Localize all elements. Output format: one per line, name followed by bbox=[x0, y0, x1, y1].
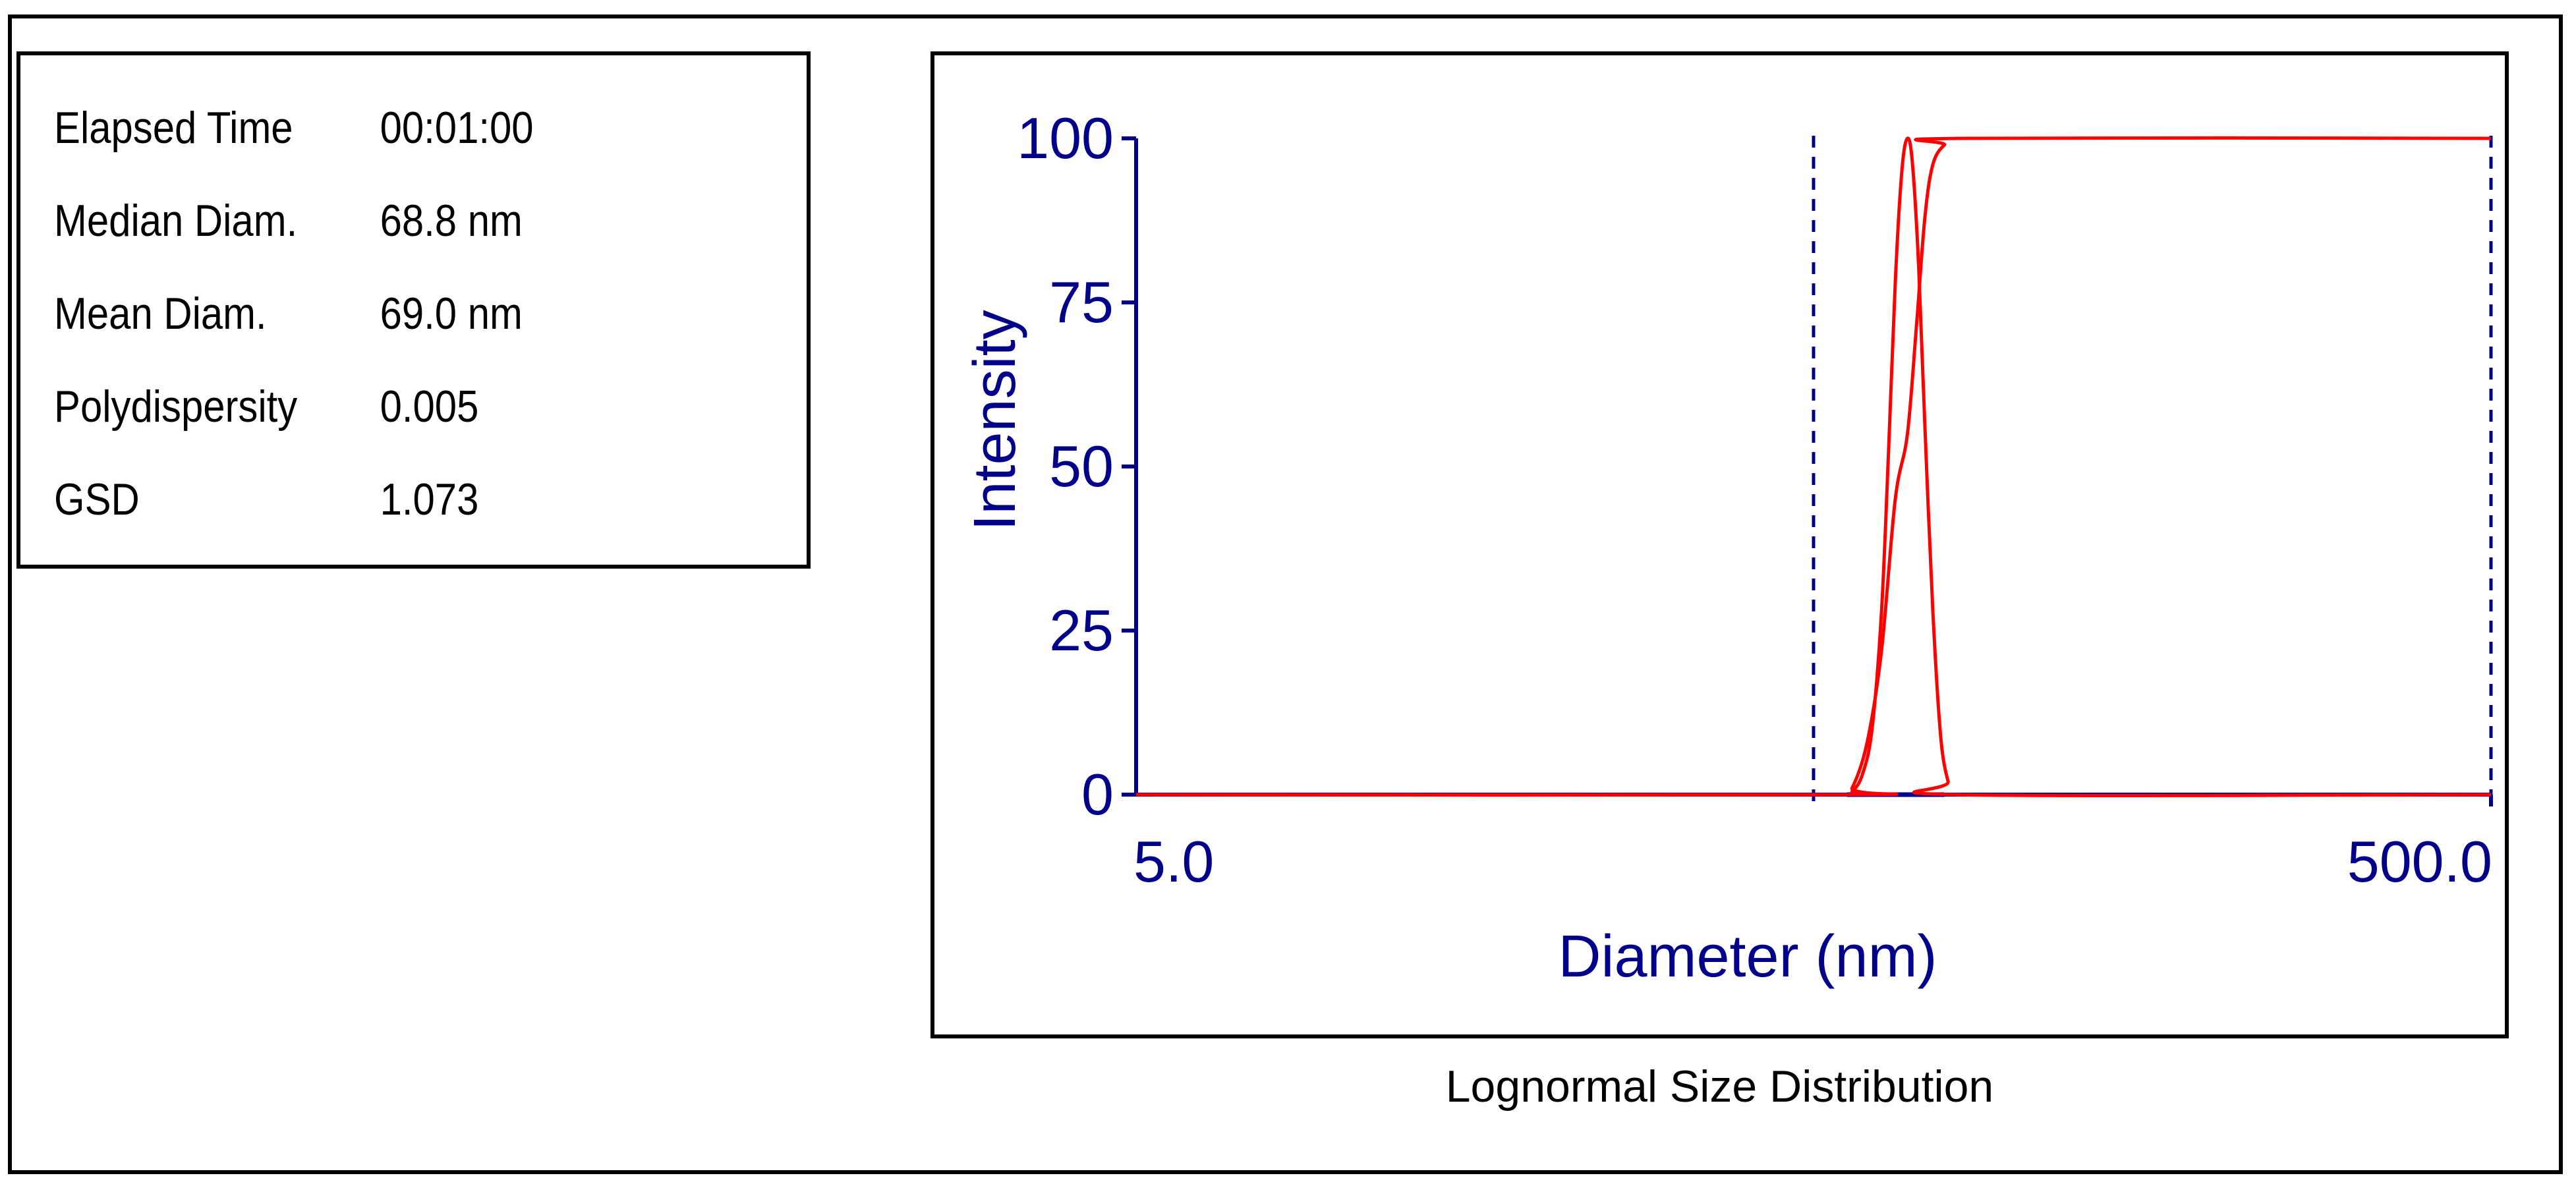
series-group bbox=[1135, 136, 2492, 797]
stats-row-median-diameter: Median Diam. 68.8 nm bbox=[20, 181, 712, 260]
stats-label: GSD bbox=[54, 474, 140, 524]
stats-value: 69.0 nm bbox=[380, 289, 523, 339]
y-tick-label: 50 bbox=[1049, 434, 1114, 499]
stats-row-elapsed-time: Elapsed Time 00:01:00 bbox=[20, 88, 712, 167]
x-axis-title: Diameter (nm) bbox=[1558, 924, 1937, 990]
y-tick-label: 0 bbox=[1081, 762, 1114, 827]
stats-value: 1.073 bbox=[380, 474, 479, 524]
y-axis-title: Intensity bbox=[962, 310, 1028, 530]
stats-label: Mean Diam. bbox=[54, 289, 267, 339]
cumulative-curve bbox=[1135, 136, 2492, 797]
stats-panel: Elapsed Time 00:01:00 Median Diam. 68.8 … bbox=[16, 51, 811, 569]
stats-row-gsd: GSD 1.073 bbox=[20, 460, 712, 539]
distribution-curve bbox=[1135, 136, 2492, 797]
chart-caption: Lognormal Size Distribution bbox=[1445, 1061, 1994, 1112]
y-ticks: 0 25 50 75 100 bbox=[1017, 105, 1136, 827]
chart-panel: 0 25 50 75 100 5.0 500.0 Diameter (nm) Intens… bbox=[930, 51, 2509, 1038]
y-tick-label: 100 bbox=[1017, 105, 1114, 171]
reference-lines bbox=[1812, 136, 2493, 808]
stats-value: 00:01:00 bbox=[380, 103, 534, 153]
x-tick-label: 500.0 bbox=[2347, 829, 2492, 894]
outer-frame bbox=[8, 14, 2563, 1174]
stats-value: 68.8 nm bbox=[380, 196, 523, 246]
size-distribution-chart: 0 25 50 75 100 5.0 500.0 Diameter (nm) Intens… bbox=[962, 105, 2493, 990]
stats-label: Elapsed Time bbox=[54, 103, 293, 153]
stats-label: Polydispersity bbox=[54, 381, 298, 432]
stats-value: 0.005 bbox=[380, 381, 479, 432]
stats-label: Median Diam. bbox=[54, 196, 298, 246]
axes bbox=[1134, 138, 2491, 797]
x-tick-label: 5.0 bbox=[1133, 829, 1214, 894]
stats-row-polydispersity: Polydispersity 0.005 bbox=[20, 367, 712, 446]
y-tick-label: 25 bbox=[1049, 598, 1114, 663]
stats-row-mean-diameter: Mean Diam. 69.0 nm bbox=[20, 274, 712, 353]
x-ticks: 5.0 500.0 bbox=[1133, 795, 2493, 894]
y-tick-label: 75 bbox=[1049, 269, 1114, 335]
